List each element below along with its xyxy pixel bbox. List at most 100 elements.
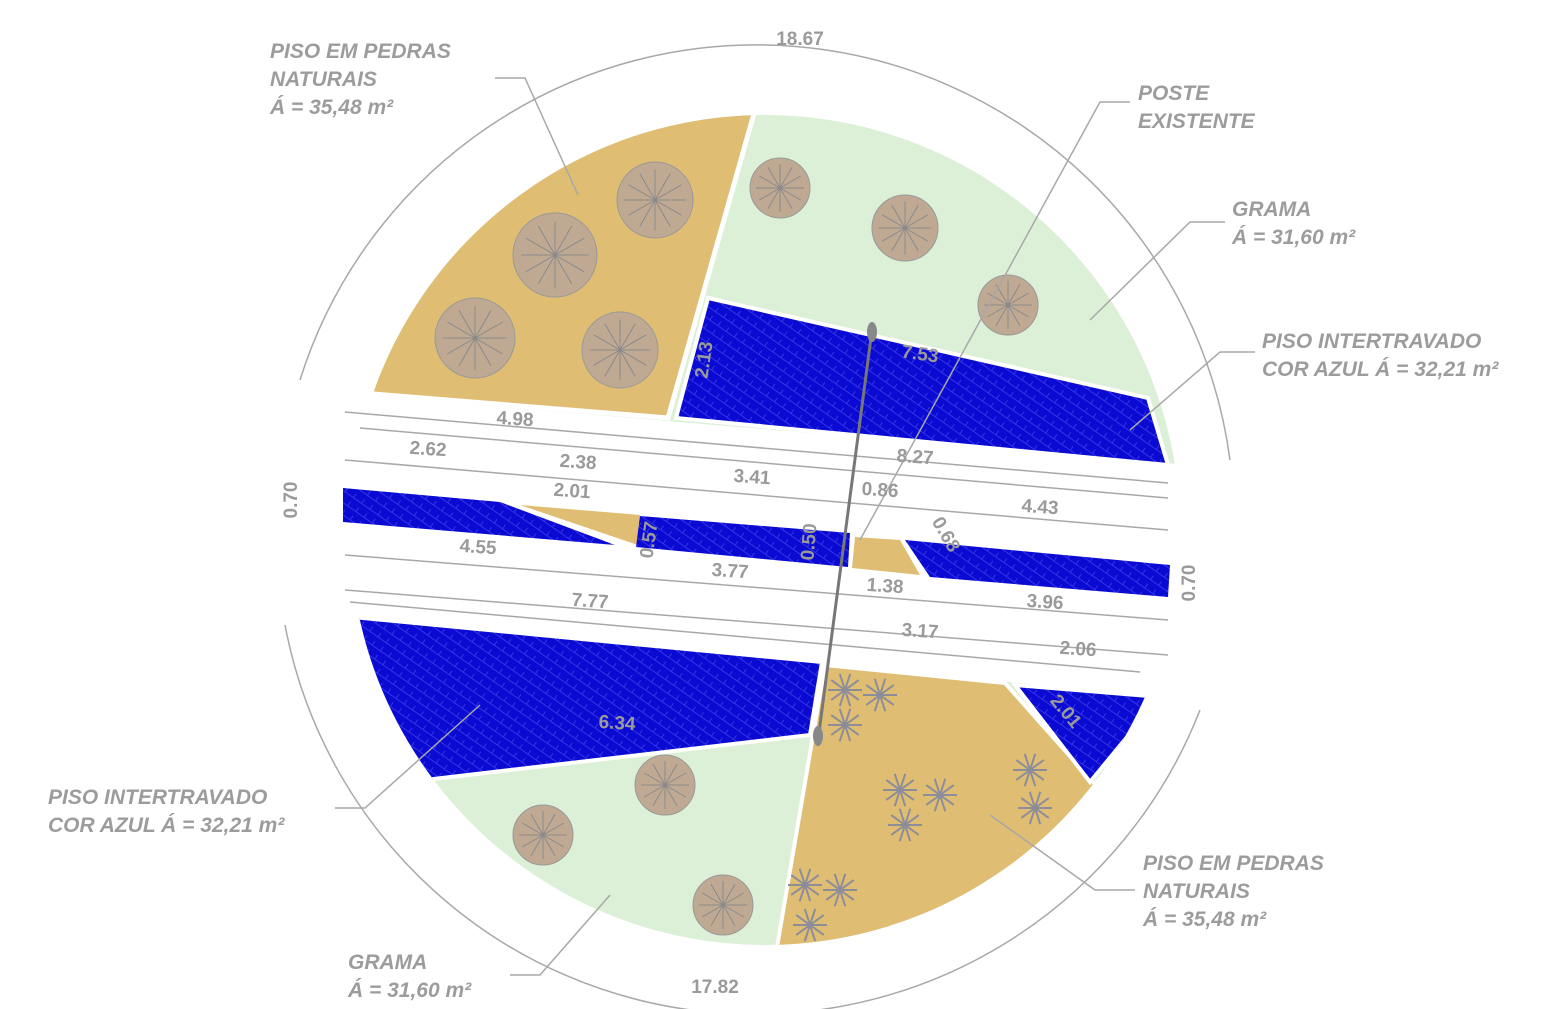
shrub	[890, 824, 906, 836]
dimension-label: 6.34	[598, 712, 637, 736]
shrub	[893, 789, 901, 807]
shrub	[898, 808, 906, 826]
callout-text: GRAMA	[348, 951, 427, 974]
dimension-label: 3.41	[733, 466, 772, 490]
shrub	[1015, 759, 1031, 771]
tree-branch	[643, 784, 666, 798]
tree-branch	[1007, 283, 1021, 306]
tree-branch	[458, 310, 476, 339]
tree-branch	[593, 334, 621, 351]
shrub	[809, 908, 817, 926]
shrub	[873, 694, 881, 712]
shrub	[925, 784, 941, 796]
tree-branch	[447, 337, 476, 355]
stone-top	[350, 115, 759, 421]
shrub	[1020, 797, 1036, 809]
callout-text: COR AZUL Á = 32,21 m²	[48, 814, 285, 837]
dimension-label: 2.06	[1059, 638, 1097, 662]
tree-branch	[779, 175, 802, 189]
stone-strip	[520, 505, 640, 545]
tree-branch	[758, 187, 781, 201]
callout-text: Á = 31,60 m²	[347, 979, 472, 1002]
leader-lines	[335, 77, 1255, 976]
pole-base	[867, 322, 877, 342]
tree-branch	[654, 184, 682, 201]
tree-branch	[664, 772, 687, 786]
tree-branch	[554, 225, 573, 256]
dimension-label: 0.70	[281, 482, 302, 519]
tree-branch	[710, 883, 724, 906]
tree-branch	[904, 227, 919, 252]
trees	[434, 157, 1052, 942]
shrub	[830, 724, 846, 736]
shrub	[1034, 797, 1050, 809]
shrub	[933, 794, 941, 812]
tree-branch	[664, 784, 687, 798]
shrub	[839, 873, 847, 891]
paver-strip	[905, 540, 1170, 597]
tree-branch	[447, 321, 476, 339]
tree-branch	[1007, 304, 1030, 318]
tree-branch	[664, 784, 678, 807]
paver-bottom-left	[350, 609, 825, 803]
shrub	[844, 673, 852, 691]
shrub	[839, 889, 847, 907]
tree-branch	[767, 166, 781, 189]
shrub	[885, 779, 901, 791]
shrub	[893, 773, 901, 791]
callout: POSTE EXISTENTE	[1138, 82, 1256, 133]
dimension-label: 2.01	[553, 480, 592, 504]
pole-base	[813, 726, 823, 746]
tree-branch	[537, 254, 556, 285]
shrub	[879, 694, 895, 706]
tree-branch	[458, 337, 476, 366]
tree-branch	[521, 834, 544, 848]
shrub	[1023, 769, 1031, 787]
callout-text: POSTE	[1138, 82, 1210, 105]
callout-text: Á = 31,60 m²	[1231, 226, 1356, 249]
tree-branch	[639, 199, 656, 227]
tree-branch	[904, 227, 929, 242]
shrub	[879, 678, 887, 696]
tree-branch	[619, 349, 647, 366]
tree-branch	[628, 184, 656, 201]
shrub	[809, 924, 817, 942]
dimension-label: 4.98	[496, 408, 534, 432]
shrub	[833, 889, 841, 907]
paver-strip	[636, 516, 850, 567]
shrub	[825, 879, 841, 891]
outer-arcs	[284, 44, 1231, 1009]
shrub	[838, 689, 846, 707]
tree-branch	[664, 763, 678, 786]
tree-branch	[904, 204, 919, 229]
shrub	[844, 714, 860, 726]
shrub	[839, 879, 855, 891]
tree-branch	[779, 187, 802, 201]
tree-branch	[530, 813, 544, 836]
tree-branch	[652, 784, 666, 807]
paver-top	[673, 295, 1171, 468]
tree-branch	[525, 237, 556, 256]
tree-branch	[643, 772, 666, 786]
dimension-label: 2.62	[409, 438, 447, 462]
tree-branch	[654, 173, 671, 201]
shrub	[1028, 807, 1036, 825]
tree-branch	[537, 225, 556, 256]
callout-text: PISO EM PEDRAS	[270, 40, 451, 63]
tree-branch	[891, 227, 906, 252]
dimension-label: 2.38	[559, 451, 597, 475]
shrub	[804, 868, 812, 886]
shrub	[804, 874, 820, 886]
tree-branch	[521, 822, 544, 836]
tree-branch	[758, 175, 781, 189]
shrub	[904, 814, 920, 826]
shrub	[790, 874, 806, 886]
shrub	[933, 778, 941, 796]
shrub	[795, 914, 811, 926]
tree-branch	[554, 237, 585, 256]
shrub	[798, 868, 806, 886]
dimension-label: 2.13	[692, 340, 718, 380]
tree-branch	[619, 349, 636, 377]
tree-branch	[1007, 292, 1030, 306]
dimension-label: 0.70	[1179, 565, 1200, 602]
